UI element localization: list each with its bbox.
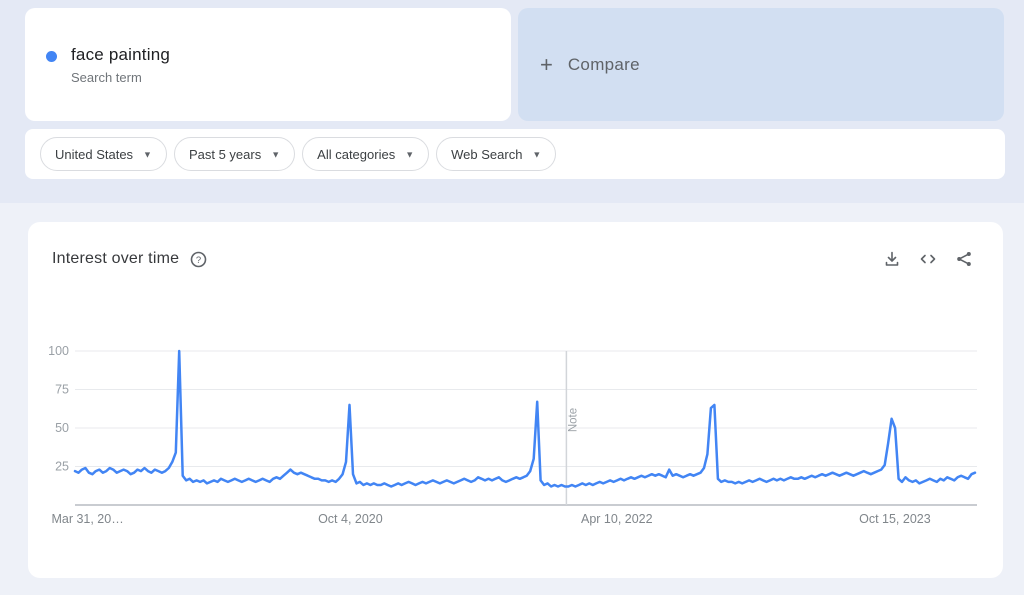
y-axis-tick: 50	[55, 421, 69, 435]
x-axis-tick: Mar 31, 20…	[51, 512, 123, 526]
share-icon[interactable]	[955, 250, 973, 268]
help-icon[interactable]: ?	[190, 251, 207, 268]
interest-over-time-card: Interest over time ?	[28, 222, 1003, 578]
x-axis-tick: Oct 15, 2023	[859, 512, 931, 526]
search-term-card[interactable]: face painting Search term	[25, 8, 511, 121]
filter-geo-dropdown[interactable]: United States ▼	[40, 137, 167, 171]
filter-time-range-label: Past 5 years	[188, 146, 262, 162]
chart-actions	[883, 250, 973, 268]
chart-header: Interest over time ?	[52, 248, 973, 270]
chevron-down-icon: ▼	[143, 149, 152, 160]
chevron-down-icon: ▼	[271, 149, 281, 160]
compare-label: Compare	[567, 54, 640, 74]
chevron-down-icon: ▼	[405, 149, 415, 160]
filter-category-dropdown[interactable]: All categories ▼	[302, 137, 430, 171]
filters-bar: United States ▼ Past 5 years ▼ All categ…	[25, 129, 1005, 179]
y-axis-tick: 100	[48, 344, 69, 358]
search-term-type: Search term	[71, 69, 142, 85]
search-term-block: face painting Search term	[71, 45, 170, 85]
filter-search-type-label: Web Search	[451, 146, 523, 162]
y-axis-tick: 25	[55, 460, 69, 474]
trend-chart[interactable]: 100 75 50 25 Note Mar 31, 20… Oct 4, 202…	[28, 222, 1003, 578]
y-axis-tick: 75	[55, 383, 69, 397]
filter-category-label: All categories	[317, 146, 396, 162]
plus-icon: +	[540, 51, 553, 77]
note-label: Note	[567, 408, 579, 432]
x-axis-tick: Oct 4, 2020	[318, 512, 383, 526]
x-axis-tick: Apr 10, 2022	[581, 512, 653, 526]
section-title: Interest over time	[52, 250, 180, 267]
filter-geo-label: United States	[55, 146, 134, 162]
filter-time-range-dropdown[interactable]: Past 5 years ▼	[173, 137, 296, 171]
trend-line-series[interactable]	[73, 349, 977, 488]
term-color-dot	[46, 51, 57, 62]
filter-search-type-dropdown[interactable]: Web Search ▼	[436, 137, 557, 171]
embed-code-icon[interactable]	[918, 250, 938, 268]
compare-card[interactable]: + Compare	[518, 8, 1004, 121]
chevron-down-icon: ▼	[532, 149, 542, 160]
svg-text:?: ?	[196, 255, 201, 266]
search-term-text: face painting	[71, 44, 171, 64]
download-icon[interactable]	[883, 250, 901, 268]
